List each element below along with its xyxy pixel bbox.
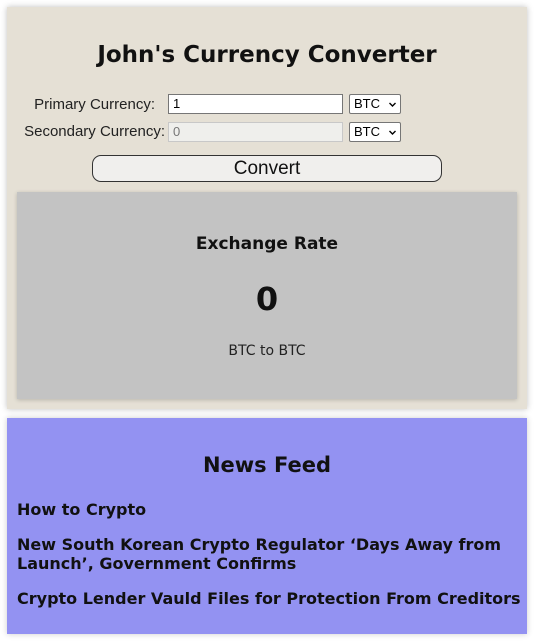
converter-title: John's Currency Converter [97, 42, 437, 68]
news-item[interactable]: New South Korean Crypto Regulator ‘Days … [17, 535, 502, 573]
news-feed-panel: News Feed How to Crypto New South Korean… [7, 418, 527, 634]
exchange-rate-title: Exchange Rate [195, 234, 339, 254]
exchange-rate-panel: Exchange Rate 0 BTC to BTC [17, 192, 517, 399]
secondary-currency-select[interactable]: BTC [349, 122, 401, 142]
secondary-currency-value: BTC [354, 124, 380, 139]
primary-currency-label: Primary Currency: [34, 96, 155, 113]
news-item[interactable]: How to Crypto [17, 500, 147, 519]
exchange-rate-pair: BTC to BTC [228, 343, 306, 359]
convert-button[interactable]: Convert [92, 155, 442, 182]
secondary-currency-label: Secondary Currency: [24, 123, 165, 140]
primary-currency-select[interactable]: BTC [349, 94, 401, 114]
news-item[interactable]: Crypto Lender Vauld Files for Protection… [17, 589, 521, 608]
primary-amount-input[interactable]: 1 [168, 94, 343, 114]
chevron-down-icon [389, 130, 396, 135]
news-list: How to Crypto New South Korean Crypto Re… [17, 500, 522, 624]
exchange-rate-value: 0 [255, 280, 279, 318]
primary-currency-value: BTC [354, 96, 380, 111]
converter-panel: John's Currency Converter Primary Curren… [7, 7, 527, 409]
news-feed-title: News Feed [202, 453, 332, 477]
chevron-down-icon [389, 102, 396, 107]
secondary-amount-input: 0 [168, 122, 343, 142]
